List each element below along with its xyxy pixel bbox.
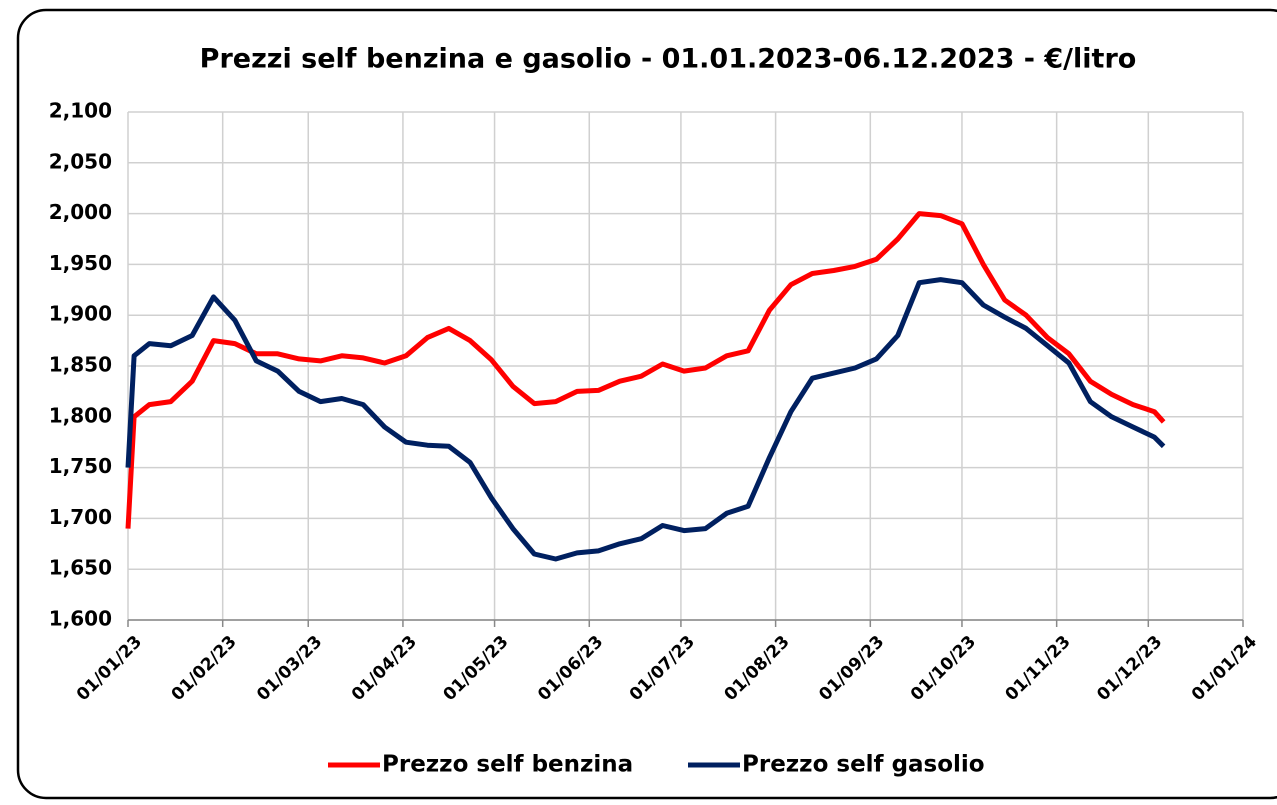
legend-label: Prezzo self gasolio bbox=[742, 752, 985, 778]
y-tick-label: 1,600 bbox=[49, 607, 112, 631]
y-tick-label: 2,050 bbox=[49, 149, 112, 173]
x-tick-label: 01/07/23 bbox=[626, 632, 699, 705]
y-tick-label: 1,800 bbox=[49, 403, 112, 427]
y-tick-label: 2,100 bbox=[49, 99, 112, 123]
x-tick-label: 01/08/23 bbox=[721, 632, 794, 705]
x-tick-label: 01/03/23 bbox=[253, 632, 326, 705]
y-tick-label: 2,000 bbox=[49, 200, 112, 224]
x-tick-label: 01/12/23 bbox=[1093, 632, 1166, 705]
x-tick-label: 01/06/23 bbox=[534, 632, 607, 705]
x-tick-label: 01/11/23 bbox=[1002, 632, 1075, 705]
y-tick-label: 1,850 bbox=[49, 353, 112, 377]
chart-frame bbox=[16, 8, 1277, 800]
y-tick-label: 1,900 bbox=[49, 302, 112, 326]
y-tick-label: 1,700 bbox=[49, 505, 112, 529]
legend-label: Prezzo self benzina bbox=[382, 752, 633, 778]
chart-title: Prezzi self benzina e gasolio - 01.01.20… bbox=[200, 44, 1137, 75]
x-tick-label: 01/05/23 bbox=[439, 632, 512, 705]
x-tick-label: 01/01/24 bbox=[1188, 632, 1261, 705]
y-tick-label: 1,650 bbox=[49, 556, 112, 580]
y-tick-label: 1,950 bbox=[49, 251, 112, 275]
series-line bbox=[125, 211, 1166, 529]
x-tick-label: 01/01/23 bbox=[73, 632, 146, 705]
x-tick-label: 01/02/23 bbox=[168, 632, 241, 705]
x-tick-label: 01/10/23 bbox=[907, 632, 980, 705]
x-tick-label: 01/09/23 bbox=[815, 632, 888, 705]
series-line bbox=[125, 277, 1166, 562]
y-tick-label: 1,750 bbox=[49, 454, 112, 478]
x-tick-label: 01/04/23 bbox=[348, 632, 421, 705]
